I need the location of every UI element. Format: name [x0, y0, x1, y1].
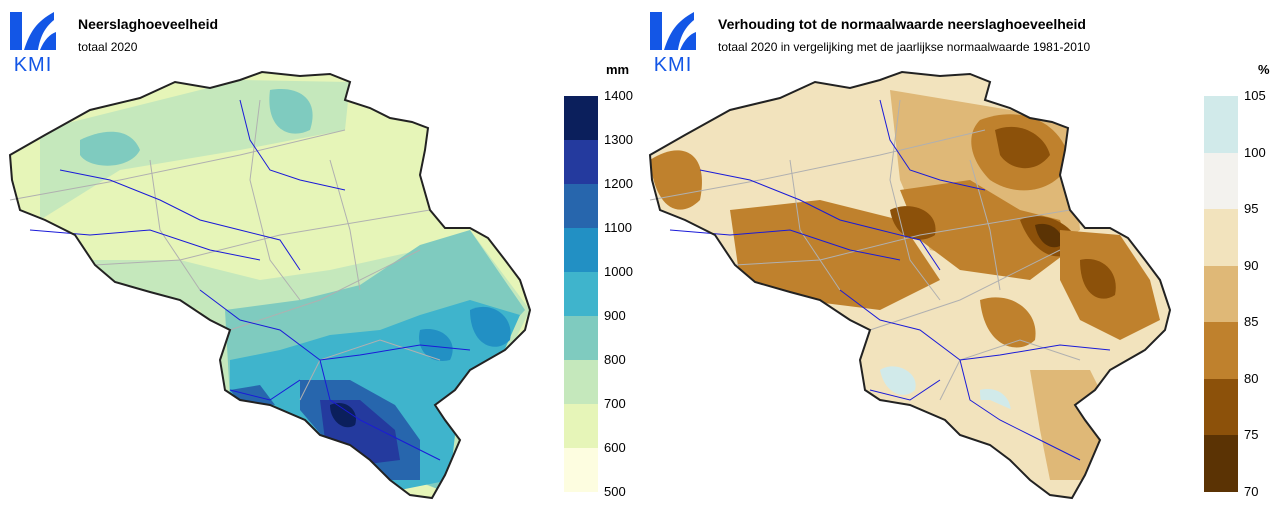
legend-label: 70	[1244, 484, 1259, 499]
kmi-logo: KMI	[6, 6, 60, 76]
legend-swatch	[564, 140, 598, 184]
precipitation-panel: KMI Neerslaghoeveelheid totaal 2020 mm	[6, 6, 633, 499]
legend-swatch	[1204, 322, 1238, 379]
map-title: Neerslaghoeveelheid	[78, 16, 219, 32]
legend-label: 900	[604, 308, 626, 323]
legend-swatch	[564, 96, 598, 140]
legend-label: 1200	[604, 176, 633, 191]
legend-label: 1000	[604, 264, 633, 279]
legend-label: 800	[604, 352, 626, 367]
legend-swatch	[564, 316, 598, 360]
legend-label: 600	[604, 440, 626, 455]
legend-label: 105	[1244, 88, 1266, 103]
legend-unit: mm	[606, 62, 630, 77]
legend-label: 500	[604, 484, 626, 499]
map-subtitle: totaal 2020	[78, 40, 138, 54]
legend-swatch	[564, 404, 598, 448]
legend-label: 85	[1244, 314, 1259, 330]
legend-swatch	[564, 184, 598, 228]
kmi-logo: KMI	[646, 6, 700, 76]
legend-label: 80	[1244, 370, 1259, 386]
legend-label: 1100	[604, 220, 632, 235]
kmi-logo-text: KMI	[653, 54, 693, 76]
map-subtitle: totaal 2020 in vergelijking met de jaarl…	[718, 40, 1091, 54]
legend-swatch	[1204, 152, 1238, 210]
legend-label: 1300	[604, 132, 633, 147]
legend-swatch	[1204, 96, 1238, 153]
map-title: Verhouding tot de normaalwaarde neerslag…	[718, 16, 1086, 32]
kmi-logo-mark-icon	[10, 12, 56, 50]
legend-label: 100	[1244, 144, 1266, 160]
precipitation-map	[9, 71, 531, 499]
ratio-panel: KMI Verhouding tot de normaalwaarde neer…	[640, 0, 1280, 507]
legend-swatch	[1204, 378, 1238, 436]
legend-swatch	[564, 228, 598, 272]
legend-swatch	[1204, 435, 1238, 492]
legend-unit: %	[1258, 62, 1270, 77]
legend-swatch	[1204, 209, 1238, 266]
legend-swatch	[564, 448, 598, 492]
kmi-logo-mark-icon	[650, 12, 696, 50]
legend-label: 700	[604, 396, 626, 411]
ratio-map	[649, 71, 1171, 499]
legend-label: 75	[1244, 427, 1259, 443]
legend-swatch	[1204, 265, 1238, 323]
legend-label: 1400	[604, 88, 633, 103]
legend-label: 90	[1244, 257, 1259, 273]
legend-swatch	[564, 272, 598, 316]
legend-label: 95	[1244, 201, 1259, 217]
legend-swatch	[564, 360, 598, 404]
kmi-logo-text: KMI	[13, 54, 53, 76]
